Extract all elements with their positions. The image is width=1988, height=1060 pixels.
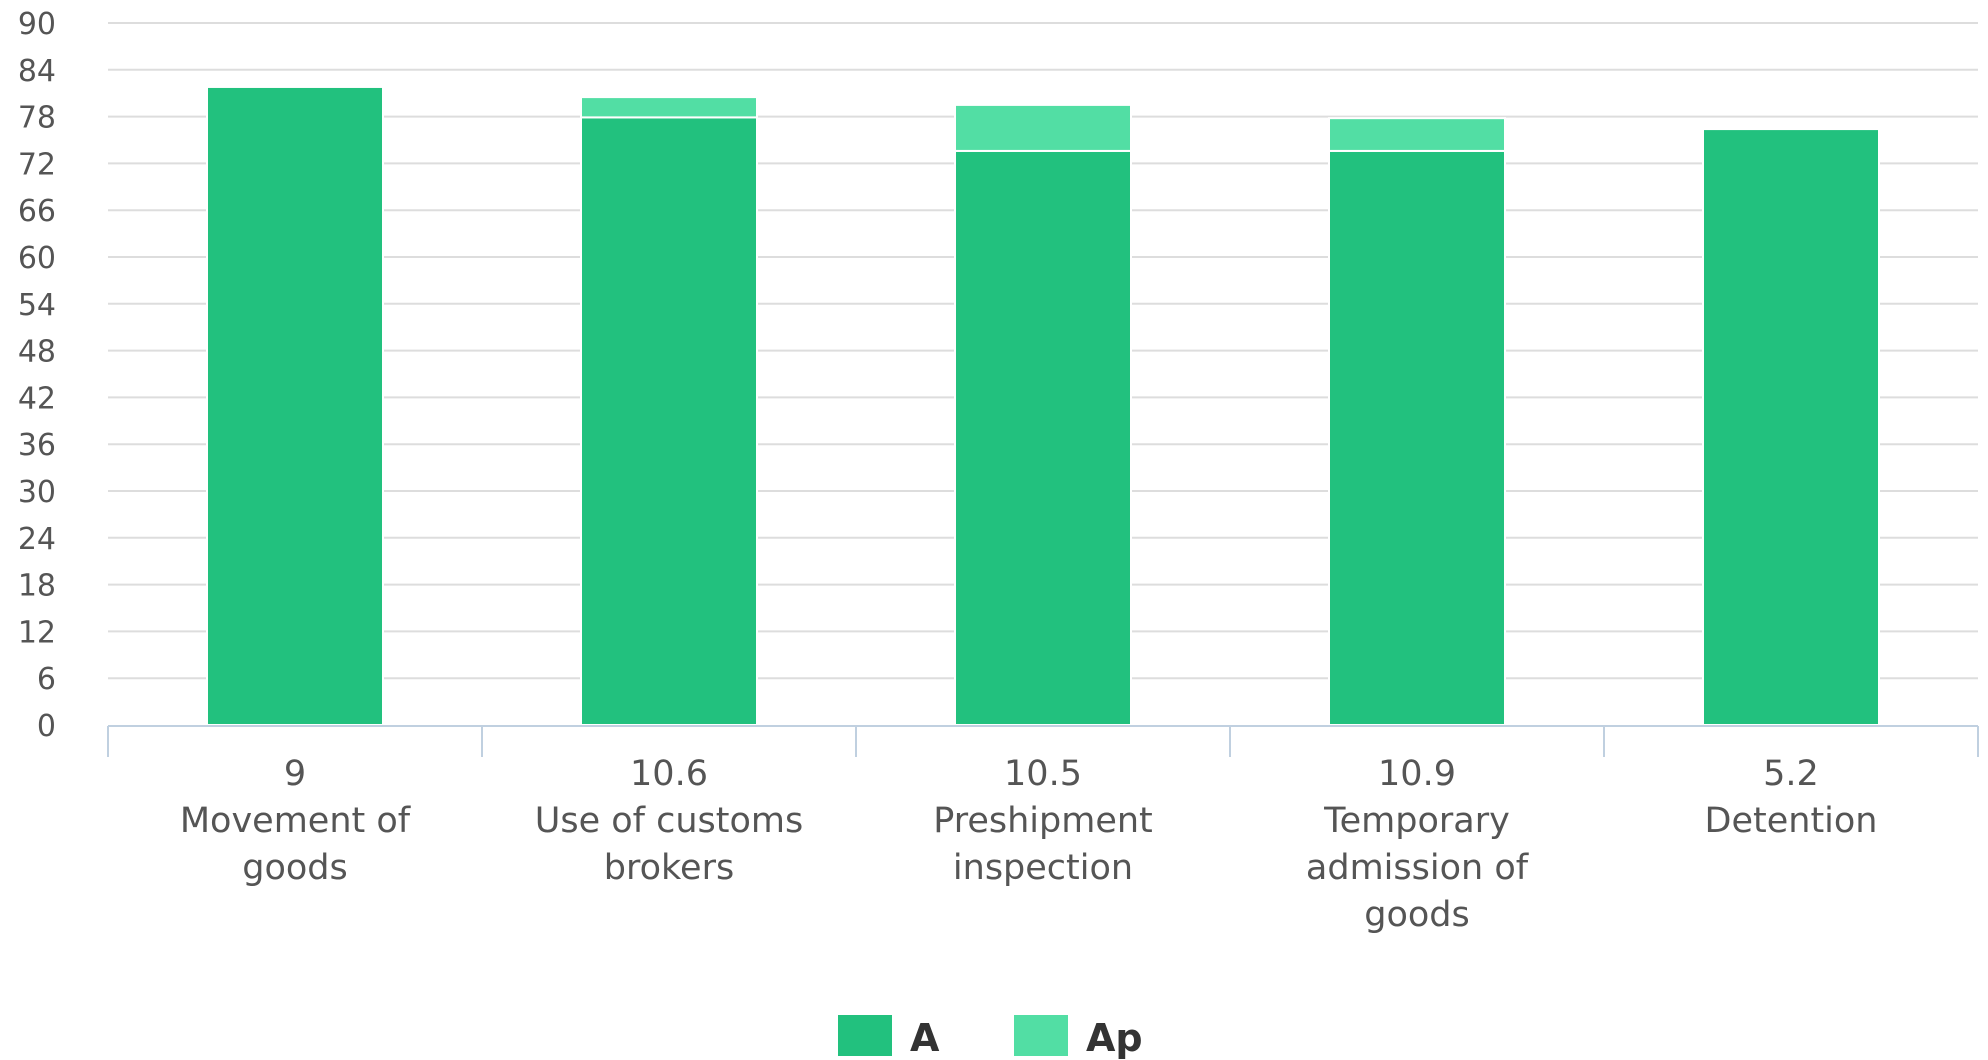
legend-label: A: [910, 1016, 940, 1060]
y-tick-label: 36: [18, 428, 56, 463]
y-tick-label: 72: [18, 147, 56, 182]
bar-a-4[interactable]: [1702, 128, 1880, 726]
legend-swatch: [838, 1015, 892, 1056]
category-label-line: Preshipment: [933, 801, 1153, 841]
y-tick-label: 0: [37, 709, 56, 744]
y-tick-label: 84: [18, 54, 56, 89]
bar-a-2[interactable]: [954, 149, 1132, 727]
category-label-line: 9: [284, 754, 306, 794]
x-axis-category-labels: 9 Movement of goods 10.6 Use of customs broke…: [180, 754, 1878, 935]
category-label: 9 Movement of goods: [180, 754, 411, 888]
y-axis-tick-labels: 0 6 12 18 24 30 36 42 48 54 60 66 72 78 84 90: [18, 7, 56, 744]
legend-item-ap[interactable]: Ap: [1014, 1015, 1143, 1060]
category-label: 10.5 Preshipment inspection: [933, 754, 1153, 888]
y-tick-label: 18: [18, 569, 56, 604]
bars: [206, 85, 1880, 727]
category-label-line: 5.2: [1763, 754, 1819, 794]
y-tick-label: 48: [18, 335, 56, 370]
x-axis: [107, 725, 1979, 757]
y-tick-label: 66: [18, 194, 56, 229]
legend[interactable]: A Ap: [838, 1015, 1143, 1060]
bar-a-0[interactable]: [206, 85, 384, 726]
category-label-line: goods: [242, 848, 348, 888]
bar-ap-3[interactable]: [1328, 117, 1506, 152]
category-label-line: Temporary: [1323, 801, 1510, 841]
y-tick-label: 90: [18, 7, 56, 42]
y-tick-label: 30: [18, 475, 56, 510]
y-tick-label: 42: [18, 381, 56, 416]
bar-ap-1[interactable]: [580, 96, 758, 119]
category-label-line: 10.9: [1378, 754, 1456, 794]
category-label-line: 10.6: [630, 754, 708, 794]
category-label: 10.6 Use of customs brokers: [535, 754, 804, 888]
category-label: 5.2 Detention: [1705, 754, 1878, 841]
category-label-line: Movement of: [180, 801, 411, 841]
y-tick-label: 78: [18, 101, 56, 136]
y-tick-label: 54: [18, 288, 56, 323]
y-tick-label: 6: [37, 662, 56, 697]
category-label-line: Use of customs: [535, 801, 804, 841]
category-label: 10.9 Temporary admission of goods: [1306, 754, 1529, 935]
category-label-line: inspection: [953, 848, 1133, 888]
y-tick-label: 24: [18, 522, 56, 557]
bar-a-3[interactable]: [1328, 149, 1506, 727]
bar-a-1[interactable]: [580, 116, 758, 726]
category-label-line: goods: [1364, 895, 1470, 935]
legend-item-a[interactable]: A: [838, 1015, 940, 1060]
y-tick-label: 60: [18, 241, 56, 276]
category-label-line: admission of: [1306, 848, 1529, 888]
bar-ap-2[interactable]: [954, 103, 1132, 152]
category-label-line: 10.5: [1004, 754, 1082, 794]
y-tick-label: 12: [18, 615, 56, 650]
category-label-line: brokers: [604, 848, 734, 888]
legend-label: Ap: [1086, 1016, 1143, 1060]
legend-swatch: [1014, 1015, 1068, 1056]
category-label-line: Detention: [1705, 801, 1878, 841]
